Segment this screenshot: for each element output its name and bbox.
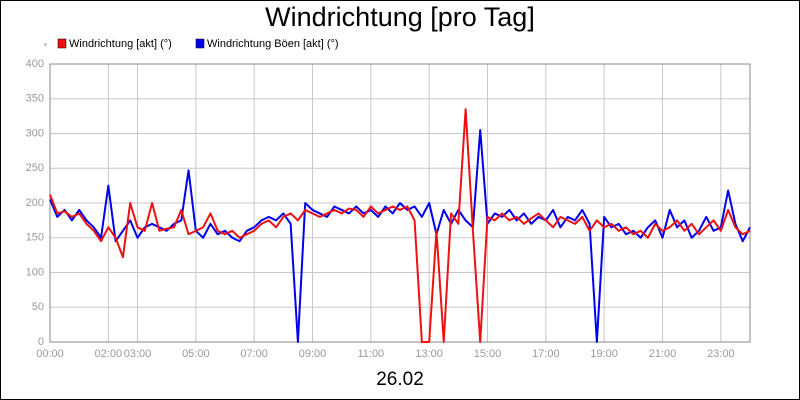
chart-title: Windrichtung [pro Tag] [265, 2, 535, 32]
plot-border [49, 63, 751, 343]
y-tick-label: 250 [26, 162, 44, 174]
x-label: 26.02 [376, 369, 424, 390]
legend-label: Windrichtung Böen [akt] (°) [207, 38, 339, 50]
x-tick-label: 11:00 [357, 348, 384, 360]
x-tick-label: 07:00 [240, 348, 268, 360]
x-tick-label: 19:00 [590, 348, 618, 360]
legend-dot [44, 43, 47, 46]
y-tick-label: 400 [26, 58, 44, 70]
y-tick-label: 300 [26, 127, 44, 139]
x-tick-label: 02:00 [95, 348, 123, 360]
y-tick-label: 150 [26, 232, 44, 244]
x-tick-label: 17:00 [532, 348, 560, 360]
y-tick-label: 350 [26, 93, 44, 105]
series-line [49, 129, 751, 343]
y-tick-label: 0 [38, 336, 44, 348]
y-tick-label: 100 [26, 266, 44, 278]
legend-swatch [57, 38, 67, 49]
x-tick-label: 09:00 [299, 348, 327, 360]
legend-swatch [195, 38, 205, 49]
y-tick-label: 200 [26, 197, 44, 209]
series-line [49, 108, 751, 343]
x-tick-label: 03:00 [124, 348, 152, 360]
y-tick-label: 50 [32, 301, 44, 313]
x-tick-label: 13:00 [415, 348, 443, 360]
x-tick-label: 23:00 [707, 348, 735, 360]
x-tick-label: 00:00 [36, 348, 64, 360]
x-tick-label: 15:00 [474, 348, 502, 360]
x-tick-label: 05:00 [182, 348, 210, 360]
legend-label: Windrichtung [akt] (°) [69, 38, 172, 50]
x-tick-label: 21:00 [649, 348, 677, 360]
